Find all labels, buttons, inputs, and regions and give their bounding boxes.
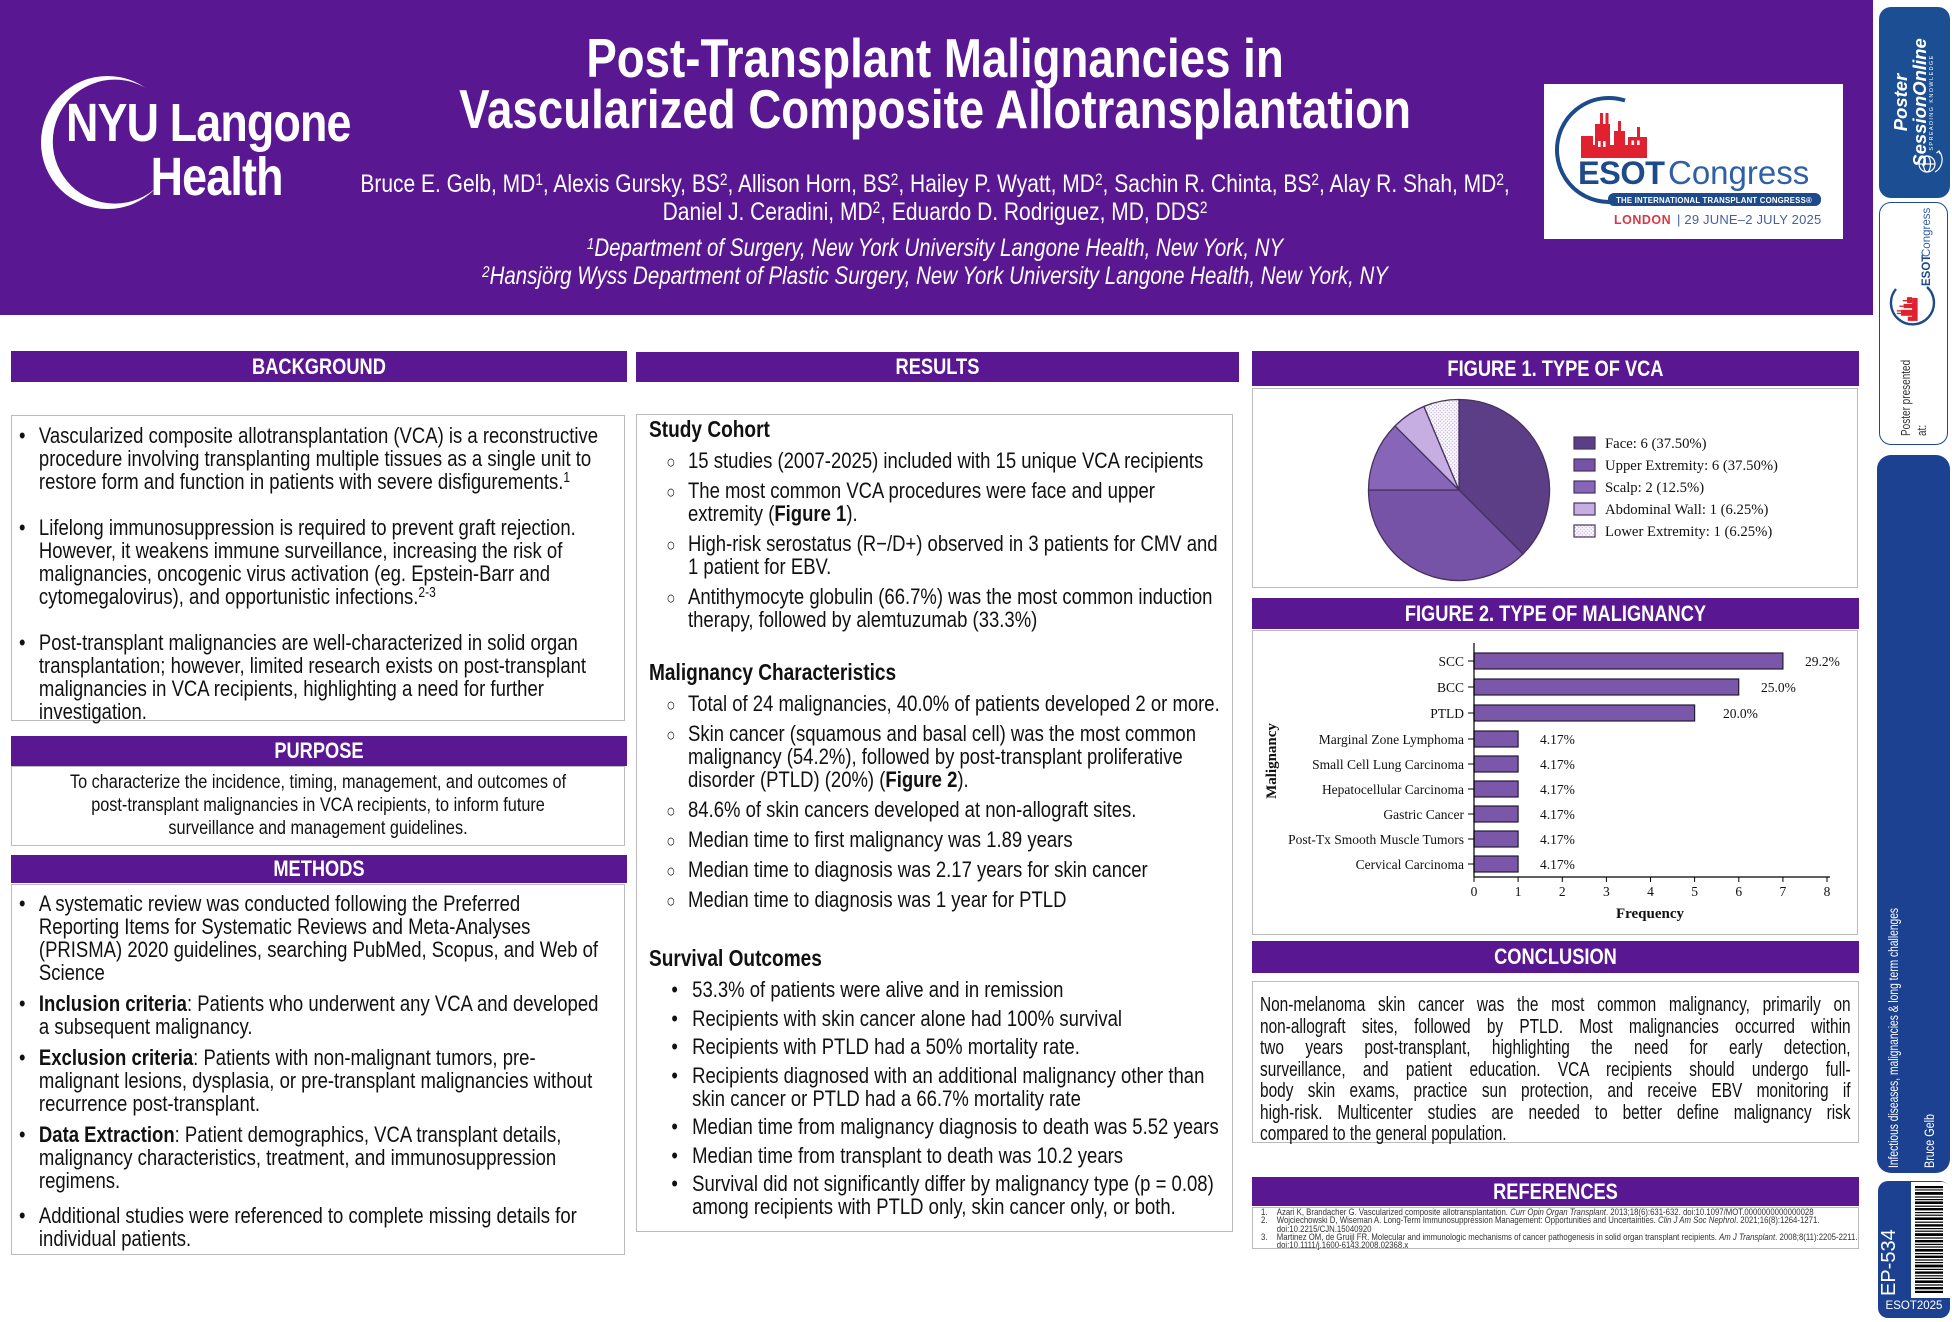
svg-text:Cervical Carcinoma: Cervical Carcinoma	[1356, 857, 1464, 872]
svg-text:Malignancy: Malignancy	[1264, 723, 1280, 799]
svg-text:Lower Extremity: 1 (6.25%): Lower Extremity: 1 (6.25%)	[1605, 524, 1772, 540]
svg-text:Congress: Congress	[1921, 208, 1933, 257]
svg-text:THE INTERNATIONAL TRANSPLANT C: THE INTERNATIONAL TRANSPLANT CONGRESS®	[1616, 196, 1812, 205]
svg-text:4.17%: 4.17%	[1540, 807, 1575, 822]
svg-text:Abdominal Wall: 1 (6.25%): Abdominal Wall: 1 (6.25%)	[1605, 502, 1768, 518]
svg-text:4: 4	[1647, 884, 1654, 899]
svg-text:Upper Extremity: 6 (37.50%): Upper Extremity: 6 (37.50%)	[1605, 458, 1778, 474]
svg-text:Small Cell Lung Carcinoma: Small Cell Lung Carcinoma	[1312, 757, 1464, 772]
svg-text:ESOT: ESOT	[1578, 155, 1665, 191]
svg-text:4.17%: 4.17%	[1540, 857, 1575, 872]
svg-text:PTLD: PTLD	[1430, 706, 1464, 721]
svg-text:Frequency: Frequency	[1616, 906, 1685, 922]
svg-text:4.17%: 4.17%	[1540, 832, 1575, 847]
svg-text:4.17%: 4.17%	[1540, 782, 1575, 797]
svg-text:25.0%: 25.0%	[1761, 680, 1796, 695]
svg-text:SCC: SCC	[1438, 654, 1464, 669]
svg-text:4.17%: 4.17%	[1540, 757, 1575, 772]
svg-text:Face: 6 (37.50%): Face: 6 (37.50%)	[1605, 436, 1707, 452]
svg-text:4.17%: 4.17%	[1540, 732, 1575, 747]
svg-text:6: 6	[1735, 884, 1742, 899]
svg-text:1: 1	[1515, 884, 1522, 899]
svg-text:BCC: BCC	[1437, 680, 1464, 695]
svg-text:Marginal Zone Lymphoma: Marginal Zone Lymphoma	[1319, 732, 1464, 747]
svg-text:ESOT: ESOT	[1921, 255, 1933, 286]
svg-text:Gastric Cancer: Gastric Cancer	[1383, 807, 1464, 822]
svg-text:29.2%: 29.2%	[1805, 654, 1840, 669]
svg-text:Congress: Congress	[1668, 154, 1809, 191]
svg-text:7: 7	[1780, 884, 1787, 899]
svg-text:| 29 JUNE–2 JULY 2025: | 29 JUNE–2 JULY 2025	[1677, 212, 1821, 227]
svg-text:20.0%: 20.0%	[1723, 706, 1758, 721]
svg-text:0: 0	[1471, 884, 1478, 899]
svg-text:Hepatocellular Carcinoma: Hepatocellular Carcinoma	[1322, 782, 1464, 797]
svg-text:8: 8	[1824, 884, 1831, 899]
svg-text:LONDON: LONDON	[1614, 213, 1671, 227]
svg-text:Post-Tx Smooth Muscle Tumors: Post-Tx Smooth Muscle Tumors	[1288, 832, 1464, 847]
svg-text:Scalp: 2 (12.5%): Scalp: 2 (12.5%)	[1605, 480, 1704, 496]
svg-text:2: 2	[1559, 884, 1566, 899]
svg-text:3: 3	[1603, 884, 1610, 899]
svg-text:5: 5	[1691, 884, 1698, 899]
